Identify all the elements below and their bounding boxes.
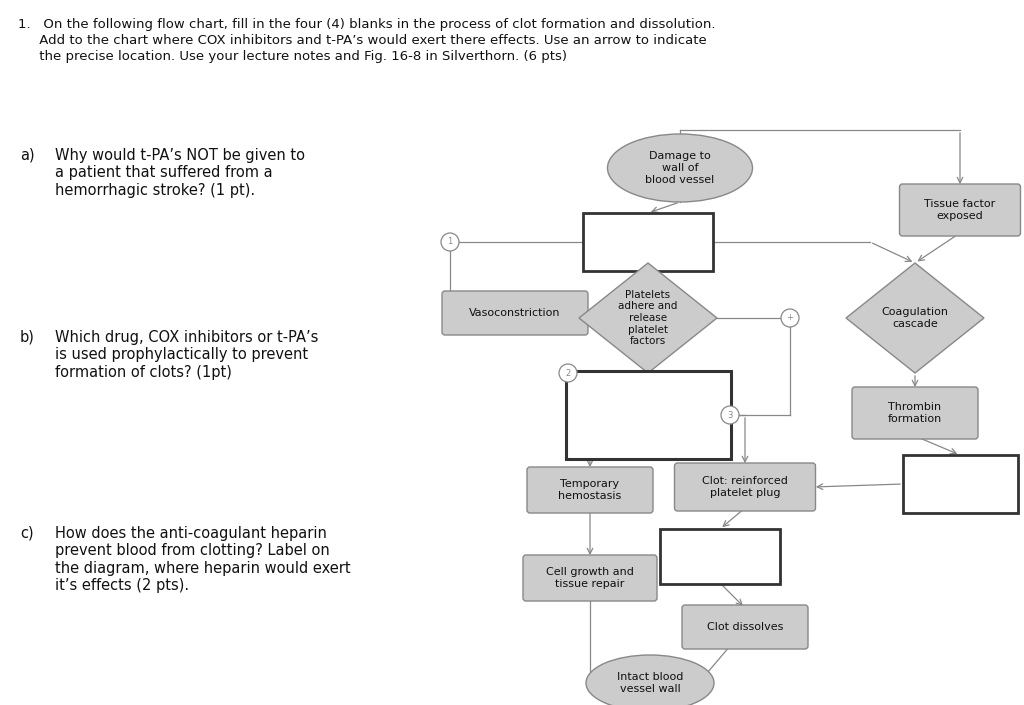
Circle shape: [721, 406, 739, 424]
Text: 2: 2: [565, 369, 570, 377]
FancyBboxPatch shape: [523, 555, 657, 601]
FancyBboxPatch shape: [899, 184, 1021, 236]
Polygon shape: [846, 263, 984, 373]
FancyBboxPatch shape: [675, 463, 815, 511]
FancyBboxPatch shape: [682, 605, 808, 649]
Polygon shape: [579, 263, 717, 373]
Text: Temporary
hemostasis: Temporary hemostasis: [558, 479, 622, 501]
Text: Coagulation
cascade: Coagulation cascade: [882, 307, 948, 329]
FancyBboxPatch shape: [527, 467, 653, 513]
Text: a): a): [20, 148, 35, 163]
Text: Thrombin
formation: Thrombin formation: [888, 402, 942, 424]
Circle shape: [559, 364, 577, 382]
Text: Cell growth and
tissue repair: Cell growth and tissue repair: [546, 568, 634, 589]
Ellipse shape: [607, 134, 753, 202]
Text: c): c): [20, 526, 34, 541]
Text: Clot dissolves: Clot dissolves: [707, 622, 783, 632]
Text: Why would t-PA’s NOT be given to
a patient that suffered from a
hemorrhagic stro: Why would t-PA’s NOT be given to a patie…: [55, 148, 305, 198]
Text: +: +: [786, 314, 794, 322]
Text: Damage to
wall of
blood vessel: Damage to wall of blood vessel: [645, 152, 715, 185]
Text: Add to the chart where COX inhibitors and t-PA’s would exert there effects. Use : Add to the chart where COX inhibitors an…: [18, 34, 707, 47]
Text: Which drug, COX inhibitors or t-PA’s
is used prophylactically to prevent
formati: Which drug, COX inhibitors or t-PA’s is …: [55, 330, 318, 380]
Text: b): b): [20, 330, 35, 345]
Text: Vasoconstriction: Vasoconstriction: [469, 308, 561, 318]
FancyBboxPatch shape: [442, 291, 588, 335]
Circle shape: [441, 233, 459, 251]
Bar: [902, 455, 1018, 513]
Text: 1.   On the following flow chart, fill in the four (4) blanks in the process of : 1. On the following flow chart, fill in …: [18, 18, 716, 31]
Text: Tissue factor
exposed: Tissue factor exposed: [925, 200, 995, 221]
Circle shape: [781, 309, 799, 327]
Bar: [660, 529, 780, 584]
Bar: [565, 371, 730, 459]
Text: How does the anti-coagulant heparin
prevent blood from clotting? Label on
the di: How does the anti-coagulant heparin prev…: [55, 526, 350, 593]
Bar: [583, 213, 713, 271]
FancyBboxPatch shape: [852, 387, 978, 439]
Text: 1: 1: [447, 238, 453, 247]
Ellipse shape: [586, 655, 714, 705]
Text: the precise location. Use your lecture notes and Fig. 16-8 in Silverthorn. (6 pt: the precise location. Use your lecture n…: [18, 50, 567, 63]
Text: Platelets
adhere and
release
platelet
factors: Platelets adhere and release platelet fa…: [618, 290, 678, 346]
Text: 3: 3: [727, 410, 733, 419]
Text: Intact blood
vessel wall: Intact blood vessel wall: [616, 672, 683, 694]
Text: Clot: reinforced
platelet plug: Clot: reinforced platelet plug: [702, 476, 787, 498]
